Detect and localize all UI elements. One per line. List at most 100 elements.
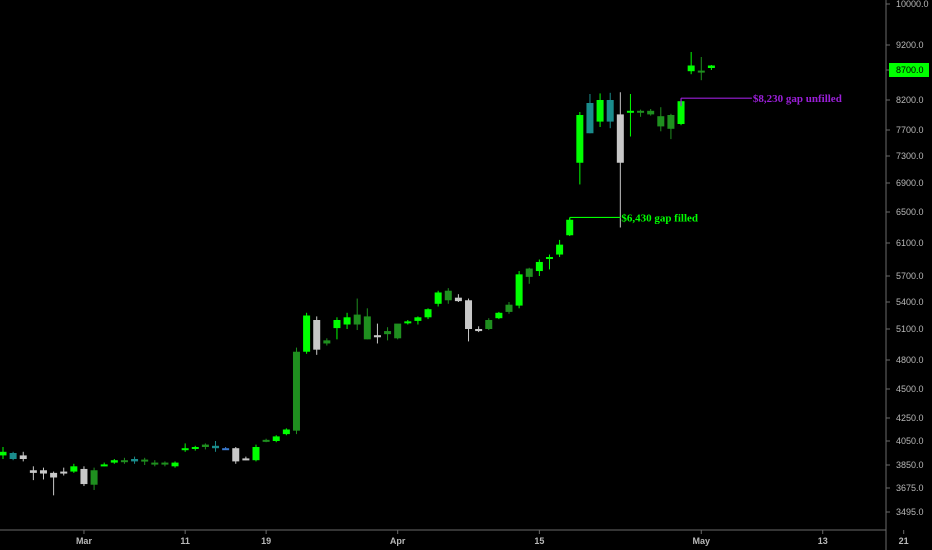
candle-body (252, 447, 260, 461)
time-tick-label: May (693, 536, 711, 546)
price-tick-label: 4500.0 (896, 384, 924, 394)
price-tick-label: 5100.0 (896, 324, 924, 334)
candle (333, 317, 341, 340)
candle (303, 312, 311, 354)
candle-body (181, 448, 189, 451)
candle-body (313, 320, 321, 350)
candle (50, 471, 58, 496)
candle (485, 318, 493, 331)
price-tick-label: 5400.0 (896, 297, 924, 307)
candle (282, 428, 290, 436)
candle-body (495, 312, 503, 319)
candle-body (535, 261, 543, 272)
candle-body (222, 448, 230, 451)
candle (545, 254, 553, 270)
candle (687, 52, 695, 75)
candle-body (0, 451, 7, 456)
time-tick-label: Mar (76, 536, 93, 546)
candle-body (262, 439, 270, 442)
candle (9, 451, 17, 461)
candle (212, 441, 220, 452)
candle-body (80, 468, 88, 485)
candle-body (50, 472, 58, 478)
candle (313, 316, 321, 355)
time-tick-label: 11 (180, 536, 190, 546)
candle-body (323, 340, 331, 344)
candle (60, 467, 68, 476)
price-tick-label: 3850.0 (896, 460, 924, 470)
candle (323, 338, 331, 346)
candle (131, 456, 139, 464)
candles-layer (0, 52, 715, 496)
candle-body (434, 292, 442, 304)
candle (586, 94, 594, 134)
candle (707, 65, 715, 70)
candle-body (201, 444, 209, 447)
price-axis: 3495.0 3675.0 3850.0 4050.0 4250.0 4500.0 4800… (886, 0, 929, 517)
candle-body (616, 114, 624, 163)
candle (515, 271, 523, 309)
candle-body (242, 458, 250, 461)
candle (262, 438, 270, 443)
candle (384, 327, 392, 341)
candle-body (596, 100, 604, 122)
candle (454, 294, 462, 302)
time-tick-label: 19 (261, 536, 271, 546)
candle (626, 94, 634, 137)
time-tick-label: 21 (899, 536, 909, 546)
candle-body (161, 462, 169, 465)
candle (667, 113, 675, 140)
candle-body (333, 320, 341, 329)
price-tick-label: 3495.0 (896, 507, 924, 517)
candle-body (424, 309, 432, 318)
price-tick-label: 6500.0 (896, 207, 924, 217)
candle-body (232, 448, 240, 462)
candle (596, 93, 604, 127)
candle (606, 92, 614, 129)
gap-annotation: $6,430 gap filled (569, 212, 698, 226)
price-tick-label: 3675.0 (896, 483, 924, 493)
candle-body (363, 316, 371, 340)
candle-body (637, 110, 645, 113)
candle-body (444, 290, 452, 301)
last-price-badge-bg (889, 63, 929, 77)
price-tick-label: 9200.0 (896, 40, 924, 50)
candle (495, 311, 503, 320)
candle (110, 459, 118, 464)
candle-body (505, 304, 513, 312)
price-tick-label: 4050.0 (896, 436, 924, 446)
candle-body (60, 471, 68, 474)
candle (343, 312, 351, 329)
candle-body (171, 462, 179, 467)
price-tick-label: 4800.0 (896, 355, 924, 365)
candle (637, 109, 645, 117)
price-tick-label: 5700.0 (896, 271, 924, 281)
candle-body (647, 110, 655, 115)
candle (404, 320, 412, 325)
candle (19, 451, 27, 462)
gap-annotation: $8,230 gap unfilled (680, 93, 842, 107)
candle (697, 57, 705, 81)
candle (434, 290, 442, 307)
candle-body (414, 317, 422, 321)
candle-body (384, 331, 392, 335)
time-tick-label: 13 (818, 536, 828, 546)
candle-body (39, 470, 47, 474)
time-tick-label: Apr (390, 536, 406, 546)
candle-body (100, 464, 108, 467)
candle-body (586, 103, 594, 134)
price-tick-label: 6100.0 (896, 238, 924, 248)
price-tick-label: 8200.0 (896, 95, 924, 105)
candle (100, 462, 108, 467)
candle-body (191, 447, 199, 449)
candle (120, 457, 128, 464)
candle-body (110, 460, 118, 463)
candle-body (131, 459, 139, 462)
candle (151, 460, 159, 467)
candle (647, 109, 655, 116)
candle-body (465, 300, 473, 329)
candle-body (19, 455, 27, 459)
candle (576, 112, 584, 185)
annotations-layer: $6,430 gap filled $8,230 gap unfilled (569, 93, 842, 226)
candle (181, 443, 189, 452)
